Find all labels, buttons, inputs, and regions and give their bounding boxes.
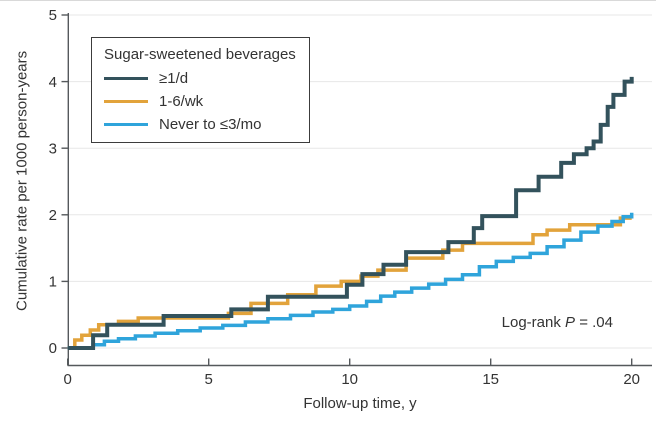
series-curve-0 — [67, 76, 634, 350]
y-tick-label-3: 3 — [49, 140, 57, 157]
series-swatch-1-6wk — [104, 99, 148, 104]
series-swatch-never — [104, 122, 148, 127]
figure-top-divider — [0, 0, 656, 1]
annotation-prefix: Log-rank — [501, 314, 566, 331]
y-tick-label-1: 1 — [49, 274, 57, 291]
annotation-p-symbol: P — [565, 314, 576, 331]
y-axis-title: Cumulative rate per 1000 person-years — [13, 50, 31, 311]
log-rank-annotation: Log-rank P = .04 — [502, 314, 613, 331]
legend-label: Never to ≤3/mo — [159, 116, 262, 133]
legend-label: ≥1/d — [159, 70, 189, 87]
legend-item: Never to ≤3/mo — [104, 113, 296, 136]
x-tick-label-0: 0 — [64, 371, 72, 388]
x-tick-label-10: 10 — [341, 371, 358, 388]
x-tick-label-20: 20 — [623, 371, 640, 388]
x-axis-title: Follow-up time, y — [303, 395, 417, 412]
legend: Sugar-sweetened beverages ≥1/d 1-6/wk Ne… — [91, 37, 310, 143]
y-tick-label-4: 4 — [49, 74, 57, 91]
x-tick-label-5: 5 — [205, 371, 213, 388]
legend-label: 1-6/wk — [159, 93, 204, 110]
series-curve-1 — [67, 216, 632, 350]
series-swatch-ge1d — [104, 76, 148, 81]
y-tick-label-2: 2 — [49, 207, 57, 224]
annotation-suffix: = .04 — [575, 314, 613, 331]
y-tick-label-0: 0 — [49, 340, 57, 357]
legend-item: ≥1/d — [104, 67, 296, 90]
y-tick-label-5: 5 — [49, 7, 57, 24]
legend-item: 1-6/wk — [104, 90, 296, 113]
x-tick-label-15: 15 — [482, 371, 499, 388]
legend-title: Sugar-sweetened beverages — [104, 46, 296, 63]
series-curve-2 — [67, 212, 634, 350]
